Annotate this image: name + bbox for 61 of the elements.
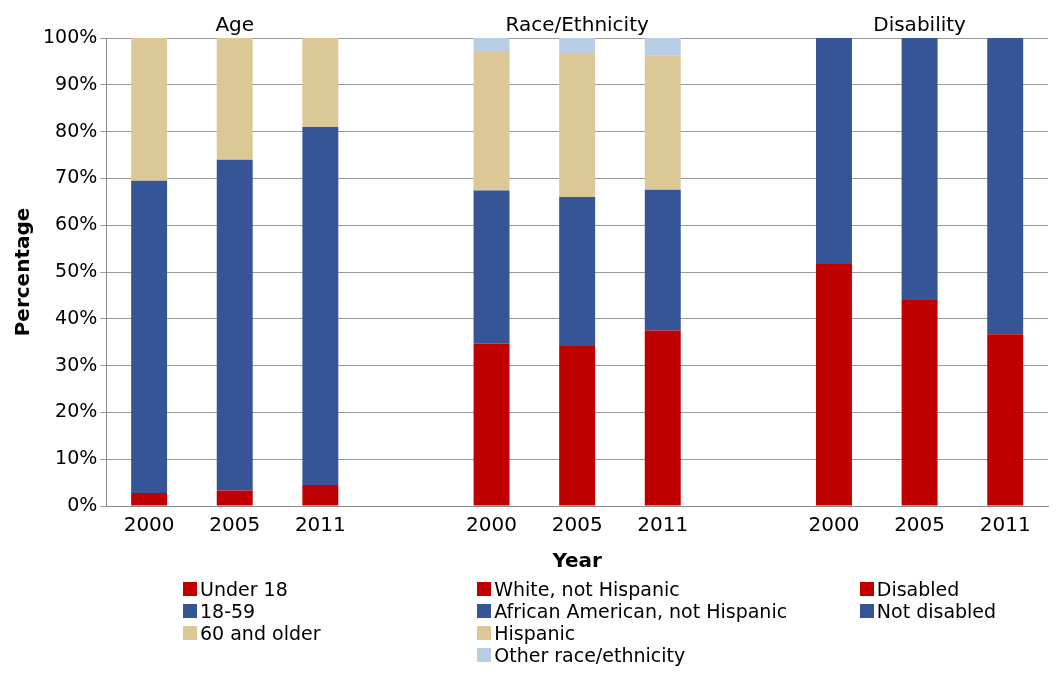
legend-label: African American, not Hispanic	[494, 600, 788, 622]
bar	[302, 126, 339, 485]
x-tick-label: 2005	[894, 512, 946, 537]
y-tick-label: 20%	[55, 399, 98, 422]
text: Race/Ethnicity	[505, 12, 650, 37]
y-tick-label: 50%	[55, 258, 98, 281]
bar	[131, 492, 168, 506]
bar	[987, 334, 1024, 506]
bar	[302, 38, 339, 127]
x-axis-title: Year	[551, 548, 603, 573]
bar	[644, 330, 681, 506]
bar	[559, 52, 596, 198]
legend-label: Disabled	[876, 578, 960, 600]
legend-label: Under 18	[200, 578, 288, 600]
bar	[987, 38, 1024, 335]
bar	[644, 38, 681, 56]
x-tick-label: 2005	[209, 512, 261, 537]
x-tick-label: 2011	[979, 512, 1031, 537]
bar	[473, 343, 510, 506]
y-tick-label: 70%	[55, 165, 98, 188]
bar	[473, 51, 510, 191]
x-tick-label: 2000	[123, 512, 175, 537]
bar	[302, 484, 339, 506]
bar	[216, 159, 253, 491]
legend-label: White, not Hispanic	[494, 578, 680, 600]
y-tick-label: 90%	[55, 71, 98, 94]
bar	[901, 300, 938, 506]
y-tick-label: 100%	[42, 24, 98, 47]
bar	[216, 38, 253, 160]
bar	[473, 38, 510, 52]
bar	[473, 190, 510, 344]
bar	[559, 38, 596, 53]
bar	[216, 490, 253, 506]
legend-label: 60 and older	[200, 622, 321, 644]
x-tick-label: 2000	[808, 512, 860, 537]
bar	[559, 345, 596, 506]
bar	[131, 38, 168, 181]
bar	[816, 38, 852, 265]
bar	[901, 38, 938, 301]
x-tick-label: 2011	[294, 512, 346, 537]
bar	[131, 180, 168, 493]
x-tick-label: 2011	[637, 512, 689, 537]
y-axis-title: Percentage	[10, 207, 35, 337]
bar	[644, 55, 681, 190]
legend-label: Hispanic	[494, 622, 576, 644]
legend-label: 18-59	[200, 600, 256, 622]
bar	[816, 264, 852, 506]
legend-label: Not disabled	[876, 600, 997, 622]
y-tick-label: 60%	[55, 212, 98, 235]
text: Disability	[873, 12, 967, 37]
y-tick-label: 40%	[55, 305, 98, 328]
bar	[559, 197, 596, 346]
y-tick-label: 0%	[67, 492, 98, 515]
y-tick-label: 10%	[55, 446, 98, 469]
text: Age	[215, 12, 255, 37]
legend-label: Other race/ethnicity	[494, 644, 686, 666]
x-tick-label: 2000	[466, 512, 518, 537]
y-tick-label: 30%	[55, 352, 98, 375]
bar	[644, 189, 681, 331]
y-tick-label: 80%	[55, 118, 98, 141]
x-tick-label: 2005	[551, 512, 603, 537]
